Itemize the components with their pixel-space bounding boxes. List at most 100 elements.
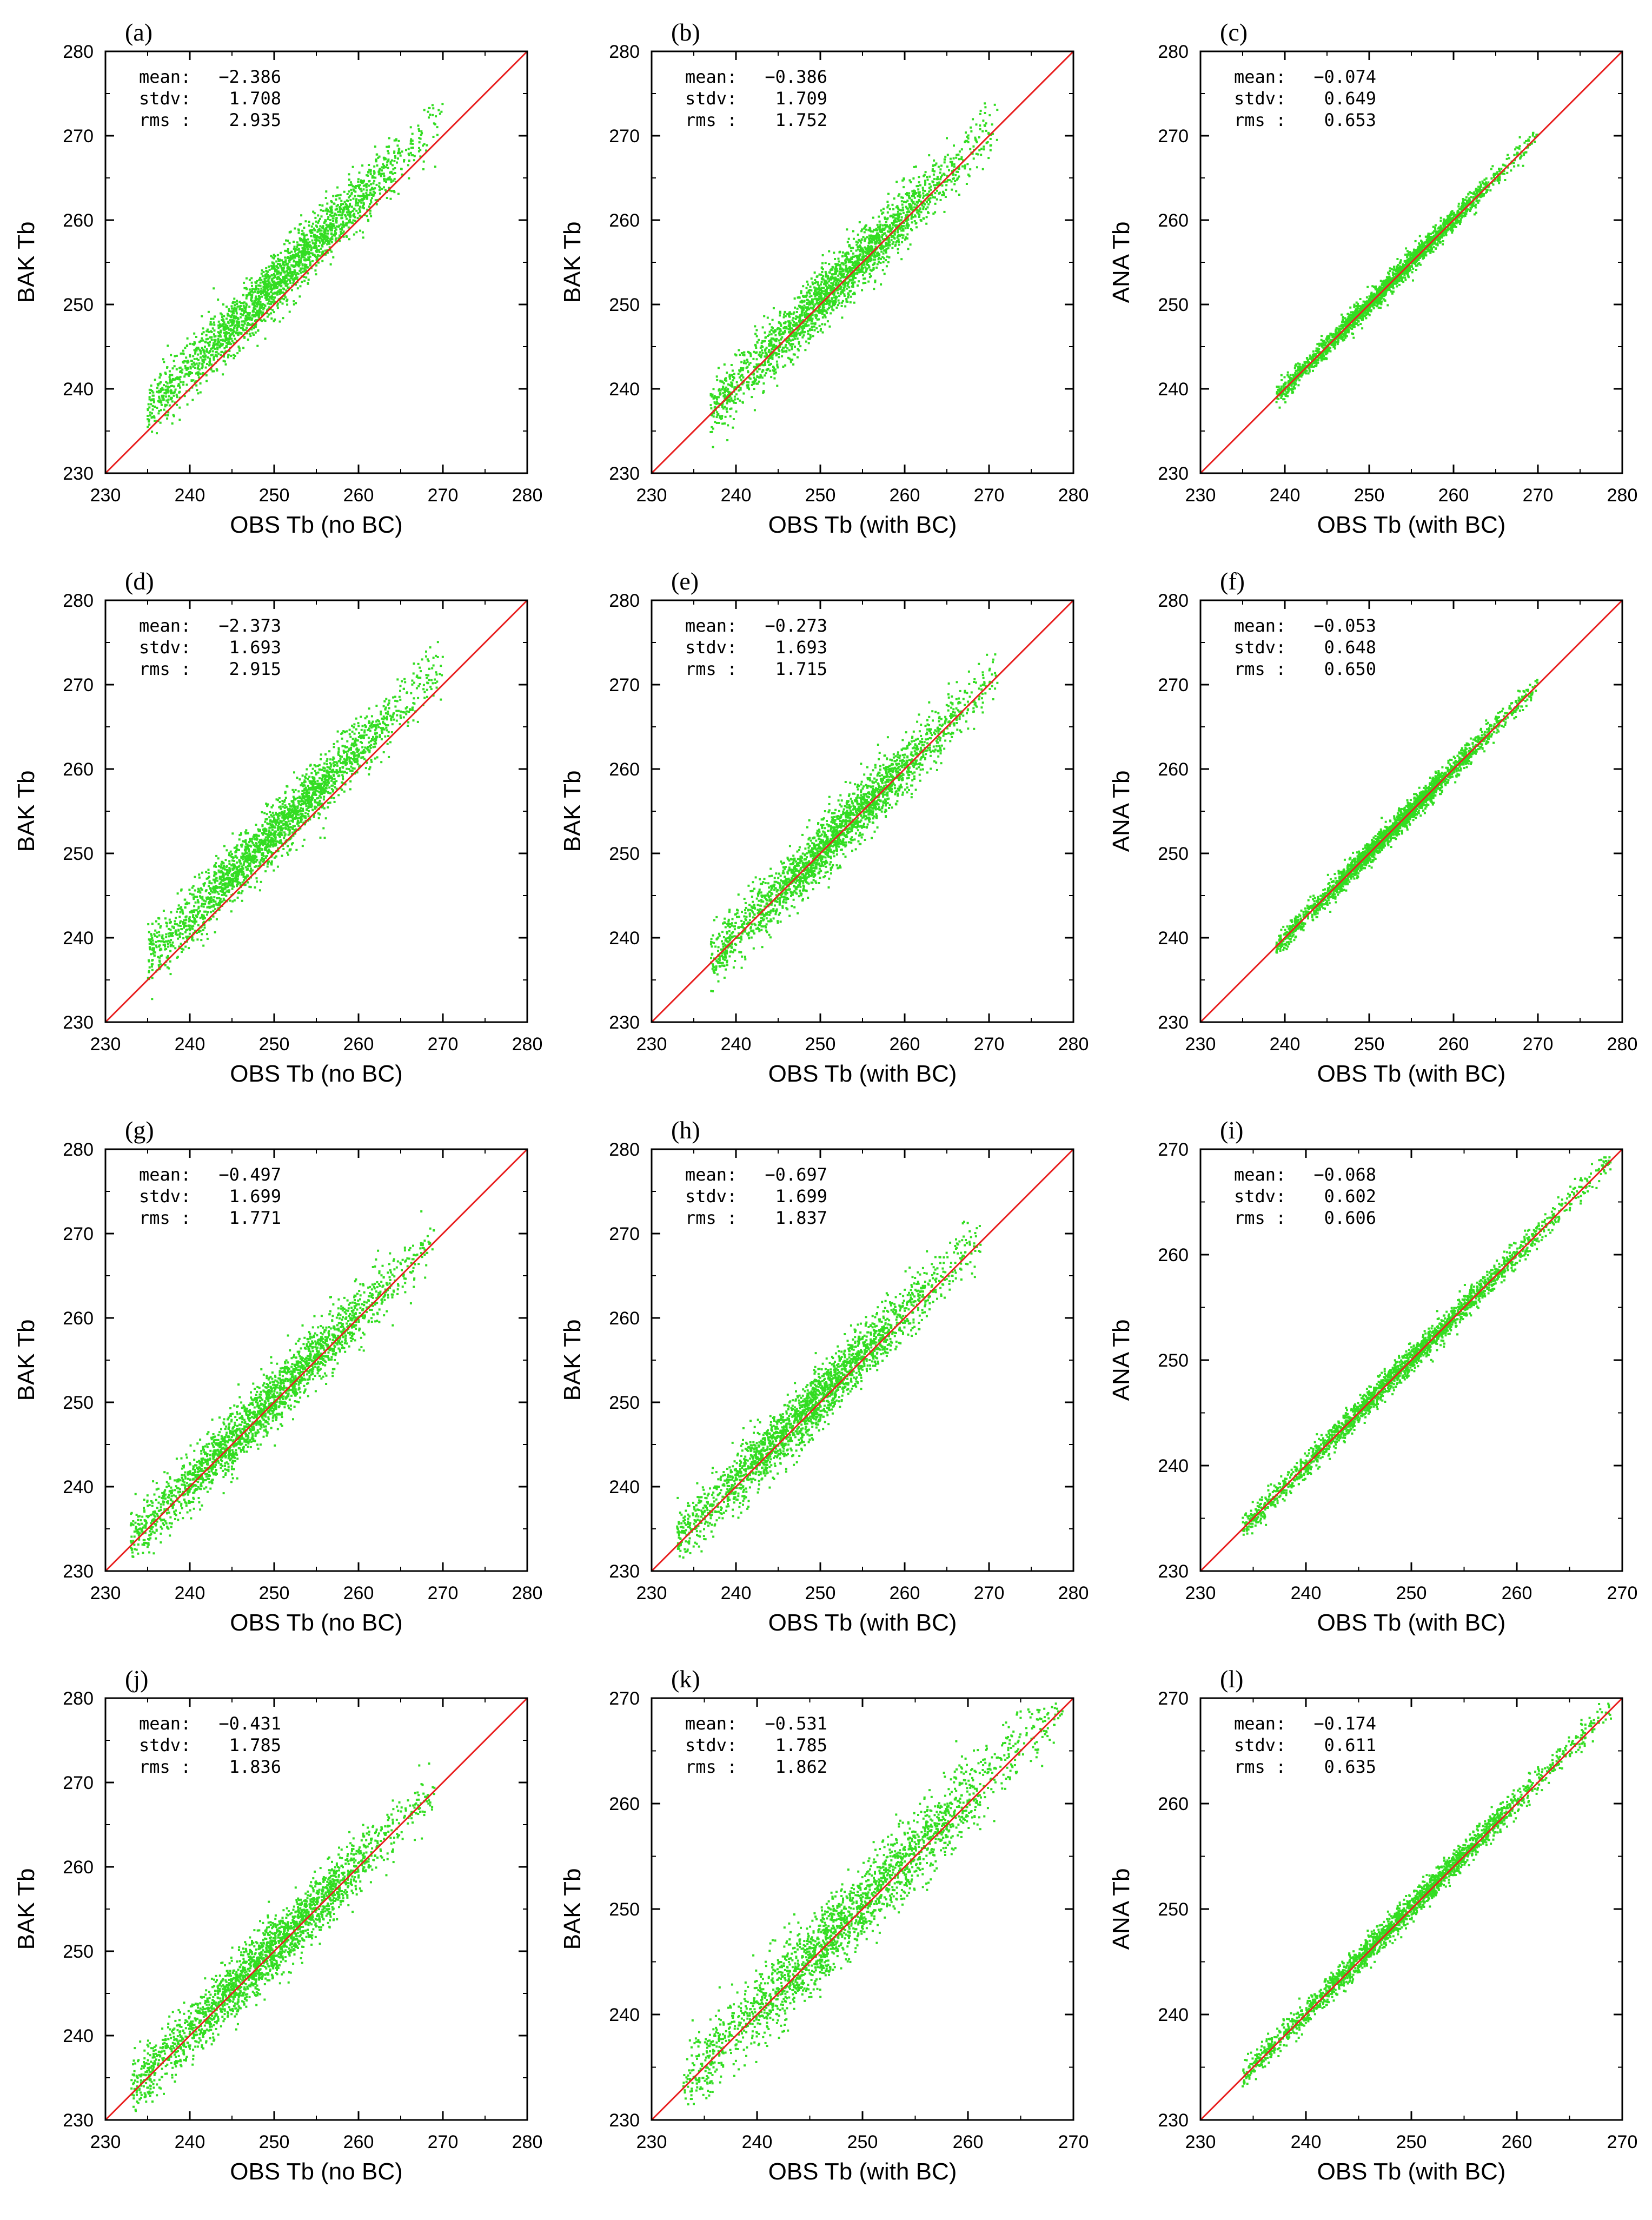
scatter-point (212, 327, 214, 329)
scatter-point (737, 398, 739, 400)
scatter-point (279, 321, 281, 323)
scatter-point (948, 169, 950, 171)
scatter-point (729, 415, 732, 418)
scatter-point (284, 250, 286, 252)
scatter-point (325, 190, 327, 193)
scatter-point (811, 322, 813, 324)
scatter-point (380, 175, 382, 177)
scatter-point (919, 208, 921, 210)
scatter-point (233, 354, 235, 356)
scatter-point (836, 268, 838, 270)
scatter-point (713, 388, 715, 390)
scatter-point (760, 356, 762, 359)
scatter-point (761, 371, 763, 373)
scatter-point (836, 280, 838, 282)
scatter-point (873, 267, 875, 269)
scatter-point (170, 392, 172, 394)
scatter-point (320, 209, 322, 211)
scatter-point (924, 184, 926, 186)
scatter-point (329, 224, 331, 227)
scatter-point (857, 234, 859, 236)
scatter-point (980, 154, 982, 156)
scatter-point (307, 256, 309, 259)
scatter-point (407, 164, 409, 166)
scatter-point (321, 215, 323, 217)
scatter-point (350, 189, 352, 191)
scatter-point (757, 383, 759, 385)
scatter-point (310, 249, 312, 251)
scatter-point (302, 244, 304, 246)
scatter-point (329, 238, 331, 240)
scatter-point (744, 354, 746, 356)
scatter-point (158, 376, 161, 379)
scatter-point (420, 130, 422, 132)
scatter-point (795, 315, 797, 317)
scatter-point (944, 211, 946, 213)
stat-value: 1.752 (775, 110, 827, 130)
scatter-point (732, 427, 734, 429)
scatter-point (740, 389, 742, 391)
scatter-point (249, 316, 251, 319)
scatter-point (149, 389, 151, 391)
scatter-point (258, 295, 260, 297)
scatter-point (758, 339, 760, 341)
scatter-point (315, 221, 317, 223)
scatter-point (300, 223, 302, 225)
scatter-point (727, 383, 729, 386)
scatter-point (897, 218, 899, 220)
scatter-point (934, 203, 937, 205)
scatter-point (374, 187, 376, 189)
scatter-point (221, 316, 223, 318)
scatter-point (369, 213, 371, 215)
scatter-point (959, 150, 961, 153)
scatter-point (821, 271, 823, 273)
scatter-point (716, 375, 718, 377)
scatter-point (859, 250, 861, 252)
scatter-point (433, 136, 435, 138)
scatter-point (794, 297, 796, 300)
scatter-point (793, 312, 795, 314)
scatter-point (149, 414, 151, 416)
scatter-point (944, 156, 946, 158)
scatter-point (898, 244, 900, 246)
scatter-point (295, 263, 297, 266)
scatter-point (788, 315, 790, 317)
scatter-point (321, 251, 323, 254)
scatter-point (725, 377, 727, 379)
scatter-point (236, 352, 238, 354)
scatter-point (167, 344, 169, 347)
scatter-point (841, 268, 843, 270)
scatter-point (320, 237, 322, 240)
scatter-point (276, 304, 278, 307)
scatter-point (265, 296, 267, 298)
scatter-point (182, 353, 184, 355)
scatter-point (165, 385, 167, 387)
scatter-point (244, 329, 247, 331)
scatter-point (919, 196, 921, 198)
scatter-point (743, 352, 745, 354)
scatter-point (246, 304, 248, 306)
scatter-point (911, 221, 913, 223)
scatter-point (213, 321, 215, 323)
scatter-point (368, 164, 370, 166)
scatter-point (803, 332, 805, 334)
scatter-point (813, 287, 815, 289)
scatter-point (207, 342, 209, 344)
scatter-point (149, 412, 151, 414)
scatter-point (162, 399, 164, 401)
scatter-point (899, 213, 901, 215)
scatter-point (742, 367, 744, 369)
scatter-point (191, 363, 193, 366)
scatter-point (827, 320, 829, 322)
scatter-point (363, 202, 365, 204)
scatter-point (859, 221, 861, 223)
scatter-point (969, 148, 971, 150)
scatter-point (826, 312, 828, 314)
scatter-point (945, 196, 947, 198)
scatter-point (236, 329, 238, 332)
scatter-point (885, 227, 887, 229)
scatter-point (312, 223, 314, 225)
scatter-point (292, 274, 294, 276)
scatter-point (887, 230, 889, 233)
scatter-point (842, 251, 844, 254)
